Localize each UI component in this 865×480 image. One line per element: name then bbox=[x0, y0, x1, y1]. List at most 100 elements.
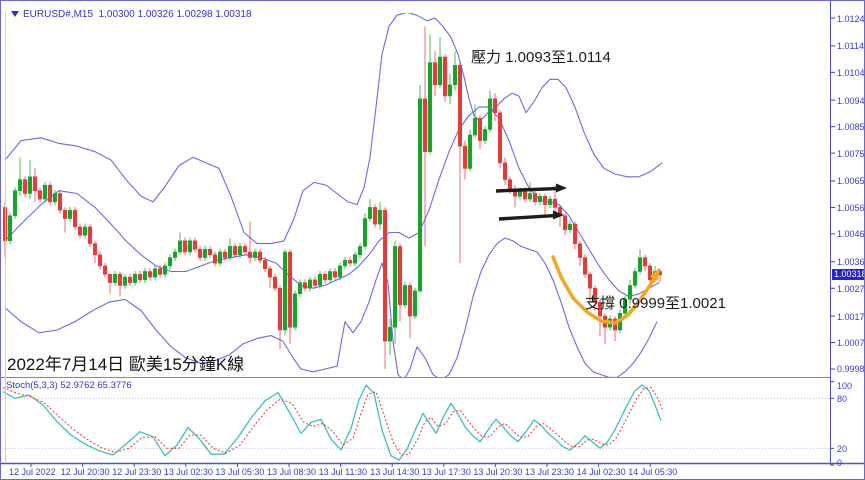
candle-up bbox=[297, 279, 303, 298]
candle-down bbox=[477, 115, 483, 149]
support-curve-annotation bbox=[551, 255, 660, 325]
candle-down bbox=[597, 299, 603, 336]
candle-body bbox=[222, 251, 228, 258]
right-arrow-annotation bbox=[498, 210, 564, 221]
candle-down bbox=[502, 157, 508, 186]
price-axis-label: 1.00170 bbox=[837, 311, 865, 322]
candle-up bbox=[637, 249, 643, 275]
candle-up bbox=[417, 84, 423, 294]
candle-body bbox=[132, 274, 138, 283]
candle-body bbox=[472, 118, 478, 136]
time-axis-label: 13 Jul 17:30 bbox=[421, 467, 471, 477]
candle-down bbox=[257, 248, 263, 264]
candle-body bbox=[192, 240, 198, 250]
candle-up bbox=[622, 296, 628, 317]
candle-body bbox=[67, 209, 73, 219]
stochastic-panel bbox=[2, 384, 829, 461]
candle-body bbox=[12, 190, 18, 217]
candle-up bbox=[437, 37, 443, 88]
candle-body bbox=[452, 65, 458, 86]
current-price-tag: 1.00318 bbox=[832, 269, 865, 281]
candle-body bbox=[342, 260, 348, 267]
symbol-period-label: EURUSD#,M15 bbox=[23, 9, 94, 20]
candle-down bbox=[242, 243, 248, 256]
candle-up bbox=[452, 51, 458, 91]
candle-body bbox=[157, 268, 163, 275]
time-axis-label: 13 Jul 23:30 bbox=[525, 467, 575, 477]
candle-down bbox=[22, 176, 28, 197]
candle-body bbox=[537, 196, 543, 203]
candle-body bbox=[577, 243, 583, 258]
candle-down bbox=[197, 245, 203, 261]
stochastic-indicator-label: Stoch(5,3,3) 52.9762 65.3776 bbox=[6, 380, 132, 391]
time-axis-label: 14 Jul 05:30 bbox=[628, 467, 678, 477]
candle-body bbox=[92, 243, 98, 256]
candle-body bbox=[262, 260, 268, 269]
candle-up bbox=[227, 238, 233, 261]
candle-up bbox=[172, 248, 178, 261]
time-axis-label: 13 Jul 05:30 bbox=[215, 467, 265, 477]
candle-up bbox=[357, 243, 363, 259]
candle-body bbox=[147, 271, 153, 278]
candle-body bbox=[562, 215, 568, 230]
candle-body bbox=[122, 276, 128, 286]
time-axis-label: 12 Jul 2022 bbox=[9, 467, 56, 477]
candle-body bbox=[87, 226, 93, 244]
candle-down bbox=[302, 279, 308, 292]
candle-body bbox=[487, 98, 493, 130]
candle-up bbox=[167, 254, 173, 270]
candle-up bbox=[632, 268, 638, 289]
candle-body bbox=[322, 274, 328, 281]
candle-down bbox=[642, 254, 648, 272]
candle-body bbox=[292, 293, 298, 328]
candle-body bbox=[447, 84, 453, 97]
candle-down bbox=[312, 276, 318, 289]
candle-down bbox=[32, 168, 38, 202]
candle-body bbox=[102, 265, 108, 275]
candle-body bbox=[22, 179, 28, 194]
price-axis-label: 1.00655 bbox=[837, 176, 865, 187]
candle-body bbox=[547, 198, 553, 205]
arrow-shaft bbox=[498, 213, 558, 221]
support-curve-arrowhead bbox=[649, 267, 660, 281]
candle-up bbox=[202, 245, 208, 261]
candle-body bbox=[552, 198, 558, 208]
candle-body bbox=[412, 290, 418, 317]
candle-body bbox=[582, 257, 588, 275]
candle-up bbox=[472, 104, 478, 138]
candle-body bbox=[117, 274, 123, 286]
candle-body bbox=[592, 287, 598, 303]
candle-body bbox=[227, 246, 233, 258]
candle-up bbox=[152, 265, 158, 281]
price-axis-label: 1.00365 bbox=[837, 257, 865, 268]
candle-body bbox=[142, 271, 148, 281]
candle-up bbox=[27, 160, 33, 200]
candle-down bbox=[647, 263, 653, 286]
stoch-scale-label: 0 bbox=[837, 458, 843, 468]
candle-body bbox=[57, 193, 63, 211]
candle-body bbox=[477, 118, 483, 141]
candle-down bbox=[577, 240, 583, 266]
candle-body bbox=[637, 257, 643, 272]
price-axis-label: 1.00270 bbox=[837, 283, 865, 294]
candle-up bbox=[122, 273, 128, 289]
candle-body bbox=[32, 176, 38, 191]
candle-body bbox=[522, 190, 528, 200]
candle-body bbox=[182, 240, 188, 253]
candle-up bbox=[7, 212, 13, 245]
candle-body bbox=[357, 246, 363, 256]
candle-body bbox=[627, 285, 633, 300]
price-axis-label: 1.00755 bbox=[837, 148, 865, 159]
candle-down bbox=[287, 249, 293, 344]
candle-down bbox=[532, 190, 538, 206]
candle-body bbox=[297, 282, 303, 295]
candle-body bbox=[162, 265, 168, 275]
candle-down bbox=[87, 223, 93, 247]
candle-up bbox=[187, 237, 193, 256]
candle-body bbox=[432, 62, 438, 86]
candle-body bbox=[462, 145, 468, 169]
candle-body bbox=[377, 209, 383, 225]
candle-body bbox=[417, 98, 423, 292]
candle-body bbox=[42, 184, 48, 200]
